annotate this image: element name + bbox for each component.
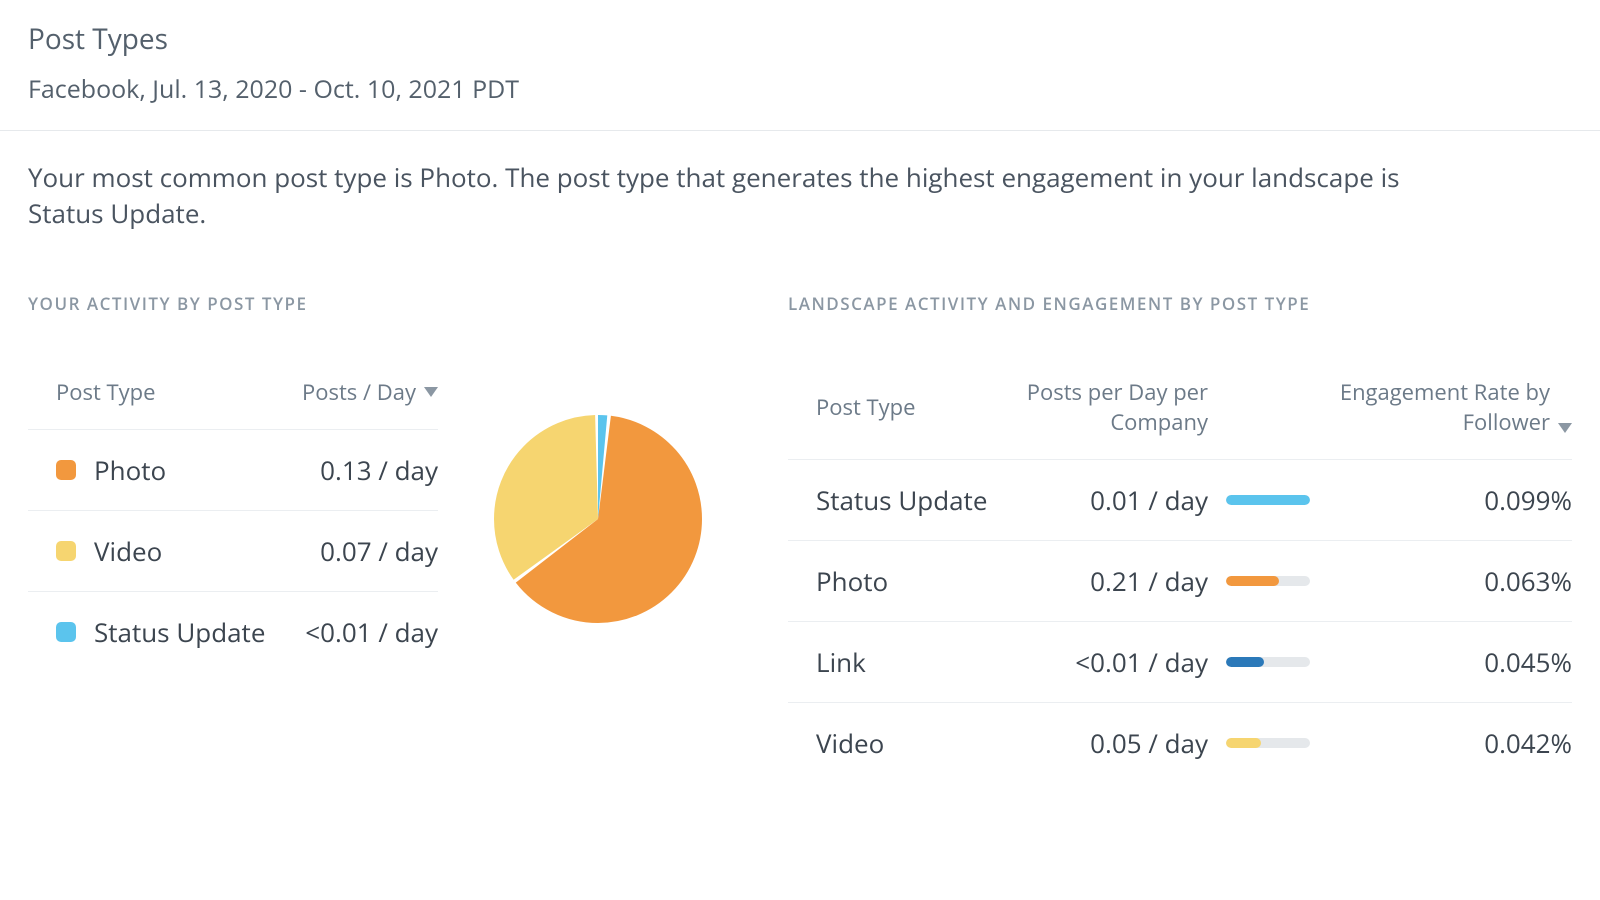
table-row: Status Update0.01 / day 0.099% (788, 460, 1572, 541)
section-title-left: YOUR ACTIVITY BY POST TYPE (28, 292, 728, 315)
table-header-row: Post Type Posts per Day per Company Enga… (788, 355, 1572, 460)
table-header-row: Post Type Posts / Day (28, 355, 438, 430)
color-swatch (56, 460, 76, 480)
th-postsday[interactable]: Posts per Day per Company (988, 377, 1208, 437)
bar-fill (1226, 657, 1264, 667)
post-types-panel: Post Types Facebook, Jul. 13, 2020 - Oct… (0, 0, 1600, 783)
engagement-value: 0.063% (1328, 563, 1572, 599)
table-row: Video0.07 / day (28, 511, 438, 592)
posttype-label: Status Update (788, 482, 988, 518)
bar-fill (1226, 576, 1279, 586)
landscape-table: Post Type Posts per Day per Company Enga… (788, 355, 1572, 783)
th-engagement-label: Engagement Rate by Follower (1328, 377, 1550, 437)
posttype-label: Link (788, 644, 988, 680)
bar-cell (1208, 576, 1328, 586)
bar-bg (1226, 657, 1310, 667)
bar-cell (1208, 657, 1328, 667)
posttype-label: Photo (94, 452, 320, 488)
table-row: Photo0.21 / day 0.063% (788, 541, 1572, 622)
th-postsday-label: Posts / Day (302, 377, 416, 407)
postsday-value: 0.01 / day (988, 482, 1208, 518)
postsday-value: <0.01 / day (305, 614, 438, 650)
swatch-cell (28, 541, 94, 561)
th-posttype[interactable]: Post Type (28, 377, 268, 407)
th-engagement[interactable]: Engagement Rate by Follower (1328, 377, 1572, 437)
chevron-down-icon (1558, 423, 1572, 433)
bar-cell (1208, 495, 1328, 505)
postsday-value: 0.07 / day (320, 533, 438, 569)
engagement-value: 0.099% (1328, 482, 1572, 518)
your-activity-table: Post Type Posts / Day Photo0.13 / dayVid… (28, 355, 438, 672)
section-title-right: LANDSCAPE ACTIVITY AND ENGAGEMENT BY POS… (788, 292, 1572, 315)
summary-text: Your most common post type is Photo. The… (28, 159, 1428, 232)
bar-bg (1226, 495, 1310, 505)
swatch-cell (28, 460, 94, 480)
bar-cell (1208, 738, 1328, 748)
pie-chart-wrap (468, 355, 728, 672)
panel-title: Post Types (28, 20, 1572, 58)
color-swatch (56, 622, 76, 642)
table-row: Video0.05 / day 0.042% (788, 703, 1572, 783)
divider (0, 130, 1600, 131)
postsday-value: 0.13 / day (320, 452, 438, 488)
your-activity-section: YOUR ACTIVITY BY POST TYPE Post Type Pos… (28, 292, 728, 783)
table-row: Status Update<0.01 / day (28, 592, 438, 672)
th-postsday[interactable]: Posts / Day (268, 377, 438, 407)
posttype-label: Photo (788, 563, 988, 599)
panel-subtitle: Facebook, Jul. 13, 2020 - Oct. 10, 2021 … (28, 72, 1572, 106)
posttype-label: Video (788, 725, 988, 761)
bar-bg (1226, 738, 1310, 748)
engagement-value: 0.042% (1328, 725, 1572, 761)
chevron-down-icon (424, 387, 438, 397)
postsday-value: 0.21 / day (988, 563, 1208, 599)
bar-bg (1226, 576, 1310, 586)
table-row: Photo0.13 / day (28, 430, 438, 511)
landscape-section: LANDSCAPE ACTIVITY AND ENGAGEMENT BY POS… (788, 292, 1572, 783)
color-swatch (56, 541, 76, 561)
posttype-label: Status Update (94, 614, 305, 650)
swatch-cell (28, 622, 94, 642)
bar-fill (1226, 495, 1310, 505)
th-posttype[interactable]: Post Type (788, 392, 988, 422)
table-row: Link<0.01 / day 0.045% (788, 622, 1572, 703)
postsday-value: 0.05 / day (988, 725, 1208, 761)
engagement-value: 0.045% (1328, 644, 1572, 680)
pie-chart (494, 415, 702, 623)
postsday-value: <0.01 / day (988, 644, 1208, 680)
bar-fill (1226, 738, 1261, 748)
posttype-label: Video (94, 533, 320, 569)
columns: YOUR ACTIVITY BY POST TYPE Post Type Pos… (28, 292, 1572, 783)
